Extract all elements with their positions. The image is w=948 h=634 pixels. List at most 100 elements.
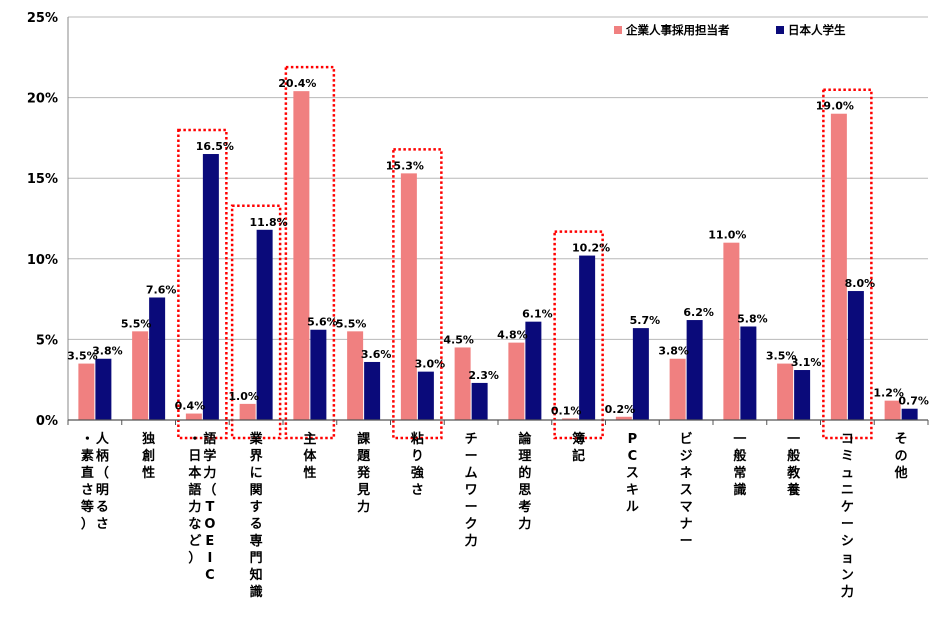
- x-category-char: り: [411, 449, 424, 464]
- x-category-char: ス: [680, 483, 693, 498]
- x-category-char: P: [628, 432, 638, 447]
- bar: [508, 342, 525, 420]
- x-category-char: の: [895, 449, 908, 464]
- x-category-label: その他: [894, 432, 908, 481]
- bar: [686, 320, 703, 420]
- x-category-char: 界: [250, 448, 263, 464]
- x-category-char: 力: [841, 584, 854, 600]
- x-category-char: ビ: [680, 431, 693, 447]
- bar: [723, 242, 740, 420]
- x-category-char: ・: [188, 432, 201, 447]
- x-category-char: 主: [303, 431, 316, 447]
- data-label: 5.6%: [307, 316, 338, 329]
- bar: [347, 331, 364, 420]
- x-category-char: 識: [250, 584, 263, 600]
- bar: [256, 229, 273, 420]
- y-tick-label: 5%: [36, 333, 58, 348]
- x-category-char: ナ: [680, 517, 693, 532]
- x-category-char: 力: [188, 499, 201, 515]
- x-category-char: 素: [81, 448, 94, 464]
- x-category-char: 語: [203, 431, 216, 447]
- x-category-char: ケ: [841, 500, 854, 515]
- highlight-box: [284, 65, 336, 440]
- x-category-char: シ: [841, 534, 854, 549]
- bar: [310, 329, 327, 420]
- data-label: 4.5%: [443, 333, 474, 346]
- bar: [185, 413, 202, 420]
- x-category-char: ニ: [841, 483, 854, 498]
- x-category-char: 力: [465, 533, 478, 549]
- bar: [794, 370, 811, 420]
- x-category-char: コ: [841, 432, 854, 447]
- highlight-box: [230, 204, 282, 440]
- x-category-char: 日: [188, 449, 201, 464]
- x-category-char: C: [628, 449, 638, 464]
- x-category-char: E: [205, 534, 214, 549]
- x-category-char: キ: [626, 483, 639, 498]
- data-label: 19.0%: [816, 100, 854, 113]
- x-category-char: 一: [787, 432, 800, 447]
- bar: [239, 403, 256, 420]
- x-category-char: 課: [357, 431, 371, 447]
- x-category-char: る: [250, 517, 263, 532]
- x-category-char: （: [96, 465, 109, 481]
- highlight-box: [553, 230, 604, 440]
- data-label: 3.1%: [791, 356, 822, 369]
- legend-label: 日本人学生: [788, 23, 846, 37]
- data-label: 4.8%: [497, 329, 528, 342]
- x-category-char: 専: [250, 533, 263, 549]
- x-category-char: ）: [188, 550, 201, 566]
- data-label: 5.5%: [121, 317, 152, 330]
- x-category-char: そ: [895, 432, 908, 447]
- x-category-char: ム: [465, 466, 478, 481]
- bar: [615, 416, 632, 420]
- data-label: 5.8%: [737, 313, 768, 326]
- x-category-char: 題: [357, 449, 371, 464]
- x-category-char: ）: [81, 516, 94, 532]
- x-category-char: 理: [518, 449, 531, 464]
- x-category-char: ー: [680, 534, 693, 549]
- x-category-char: 的: [518, 465, 531, 481]
- x-category-char: 等: [80, 499, 94, 515]
- x-category-char: 力: [203, 465, 216, 481]
- x-category-char: ー: [465, 500, 478, 515]
- x-category-char: ン: [841, 568, 854, 583]
- bars: [78, 91, 918, 420]
- x-category-char: 関: [250, 483, 263, 498]
- bar: [293, 91, 310, 420]
- x-category-label: 主体性: [303, 431, 317, 481]
- x-category-char: 粘: [410, 431, 424, 447]
- legend: 企業人事採用担当者 日本人学生: [614, 23, 846, 37]
- x-category-char: 柄: [96, 448, 109, 464]
- y-tick-label: 20%: [27, 92, 58, 107]
- x-category-char: 明: [96, 483, 109, 498]
- data-label: 3.5%: [67, 350, 98, 363]
- x-category-char: マ: [680, 500, 693, 515]
- data-label: 3.5%: [766, 350, 797, 363]
- x-category-char: チ: [465, 432, 478, 447]
- data-label: 0.4%: [175, 400, 206, 413]
- data-label: 10.2%: [572, 242, 610, 255]
- bar: [901, 408, 918, 420]
- bar: [579, 255, 596, 420]
- x-category-char: 直: [81, 465, 94, 481]
- x-category-char: 独: [142, 431, 155, 447]
- x-category-char: ョ: [841, 551, 854, 566]
- highlight-box: [392, 148, 443, 440]
- x-category-char: 人: [96, 431, 110, 447]
- x-category-char: ワ: [465, 483, 478, 498]
- x-category-char: I: [207, 551, 212, 566]
- x-category-char: 門: [250, 551, 263, 566]
- data-label: 2.3%: [468, 369, 499, 382]
- x-category-label: 簿記: [572, 431, 585, 464]
- data-label: 3.6%: [361, 348, 392, 361]
